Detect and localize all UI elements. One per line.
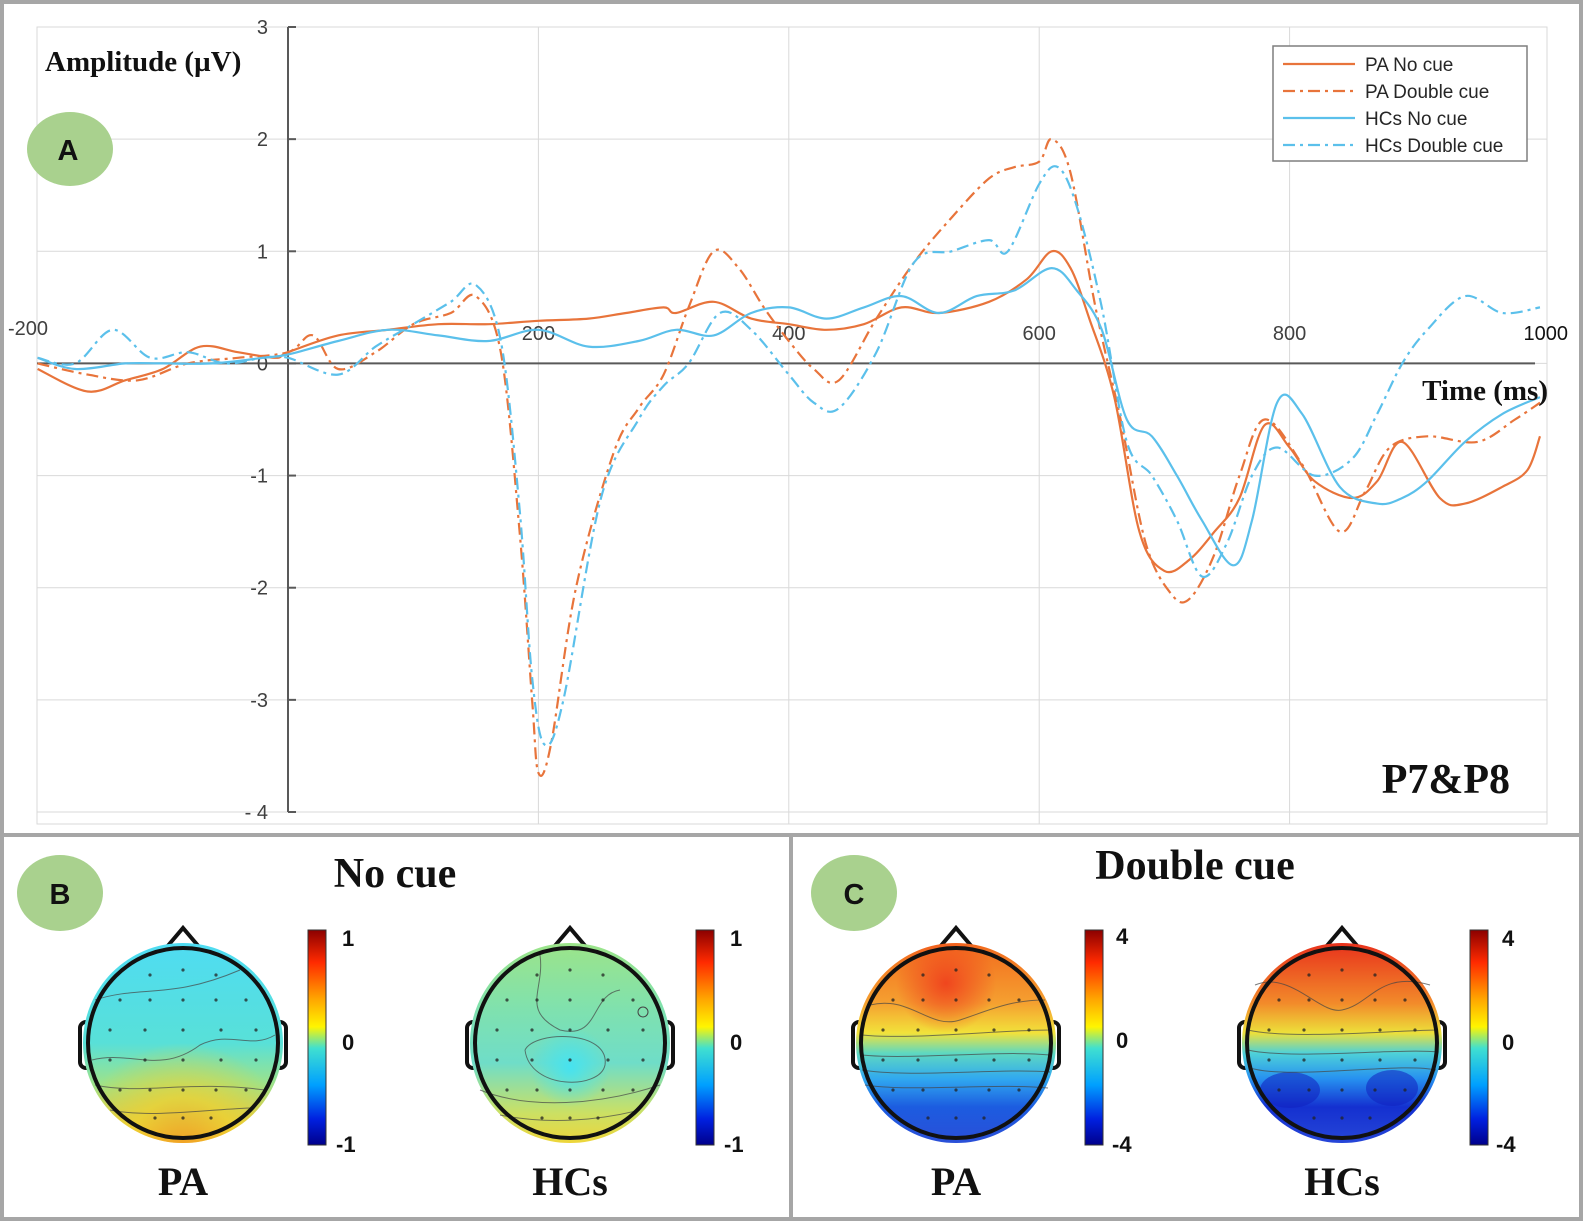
colorbar-c-pa — [1084, 929, 1104, 1146]
topomap-c-pa — [851, 924, 1061, 1143]
group-label-b-pa: PA — [158, 1159, 208, 1204]
colorbar-c-hcs — [1469, 929, 1489, 1146]
topomap-b-pa — [78, 924, 288, 1143]
y-tick-label: -1 — [250, 466, 268, 488]
badge-b-label: B — [50, 879, 71, 911]
colorbar-c-hcs-mid: 0 — [1502, 1030, 1514, 1055]
y-tick-label: 2 — [257, 129, 268, 151]
electrodes — [881, 968, 1031, 1120]
panel-c-double-cue: C Double cue 4 0 -4 PA — [811, 843, 1516, 1204]
head-outline — [859, 946, 1053, 1140]
topomap-b-hcs — [465, 924, 675, 1143]
y-tick-label: -3 — [250, 690, 268, 712]
nose — [937, 924, 975, 950]
colorbar-b-hcs-mid: 0 — [730, 1030, 742, 1055]
colorbar-c-hcs-top: 4 — [1502, 926, 1515, 951]
x-tick-label: 400 — [772, 323, 805, 345]
badge-a-label: A — [58, 135, 79, 167]
x-axis-label: Time (ms) — [1422, 375, 1548, 407]
legend-label: HCs Double cue — [1365, 136, 1503, 157]
group-label-c-hcs: HCs — [1304, 1159, 1380, 1204]
series-line-pa-double-cue — [37, 138, 1541, 777]
y-axis-label: Amplitude (µV) — [45, 46, 241, 78]
x-tick-label: -200 — [8, 318, 48, 340]
legend-label: HCs No cue — [1365, 109, 1467, 130]
nose — [1323, 924, 1361, 950]
colorbar-b-hcs-bottom: -1 — [724, 1132, 744, 1157]
colorbar-c-pa-mid: 0 — [1116, 1028, 1128, 1053]
series-line-hcs-double-cue — [37, 165, 1541, 747]
panel-c-title: Double cue — [1095, 843, 1295, 889]
y-tick-label: 3 — [257, 17, 268, 39]
nose — [164, 924, 202, 950]
electrodes — [108, 968, 258, 1120]
y-tick-label: - 4 — [245, 802, 268, 824]
colorbar-c-pa-top: 4 — [1116, 924, 1129, 949]
electrodes — [495, 968, 645, 1120]
badge-a — [27, 112, 113, 186]
legend-label: PA No cue — [1365, 55, 1453, 76]
y-tick-label: -2 — [250, 578, 268, 600]
x-tick-label: 200 — [522, 323, 555, 345]
legend: PA No cue PA Double cue HCs No cue HCs Doub… — [1272, 45, 1528, 162]
tick-labels: 3 2 1 0 -1 -2 -3 - 4 -200 200 400 600 800 1000 — [8, 17, 1568, 824]
channel-label: P7&P8 — [1382, 757, 1510, 803]
colorbar-b-pa-mid: 0 — [342, 1030, 354, 1055]
y-tick-label: 1 — [257, 241, 268, 263]
panel-b-no-cue: B No cue 1 0 -1 PA — [17, 851, 744, 1204]
panel-b-title: No cue — [334, 851, 456, 897]
group-label-b-hcs: HCs — [532, 1159, 608, 1204]
colorbar-b-hcs — [695, 929, 715, 1146]
series-line-hcs-no-cue — [37, 266, 1541, 567]
badge-b — [17, 855, 103, 931]
badge-c-label: C — [844, 879, 865, 911]
colorbar-b-hcs-top: 1 — [730, 926, 742, 951]
head-outline — [86, 946, 280, 1140]
colorbar-b-pa-bottom: -1 — [336, 1132, 356, 1157]
topomap-c-hcs — [1237, 924, 1447, 1143]
colorbar-b-pa — [307, 929, 327, 1146]
series-lines — [37, 138, 1542, 777]
legend-box — [1272, 45, 1528, 162]
nose — [551, 924, 589, 950]
x-tick-label: 800 — [1273, 323, 1306, 345]
colorbar-c-hcs-bottom: -4 — [1496, 1132, 1516, 1157]
head-outline — [473, 946, 667, 1140]
badge-c — [811, 855, 897, 931]
x-tick-label: 600 — [1023, 323, 1056, 345]
axes — [37, 26, 1535, 813]
group-label-c-pa: PA — [931, 1159, 981, 1204]
head-outline — [1245, 946, 1439, 1140]
y-tick-label: 0 — [257, 353, 268, 375]
legend-label: PA Double cue — [1365, 82, 1489, 103]
panel-a-erp-chart: 3 2 1 0 -1 -2 -3 - 4 -200 200 400 600 800 1000 Amplit… — [8, 17, 1568, 825]
colorbar-b-pa-top: 1 — [342, 926, 354, 951]
electrodes — [1267, 968, 1417, 1120]
x-tick-label: 1000 — [1524, 323, 1569, 345]
colorbar-c-pa-bottom: -4 — [1112, 1132, 1132, 1157]
